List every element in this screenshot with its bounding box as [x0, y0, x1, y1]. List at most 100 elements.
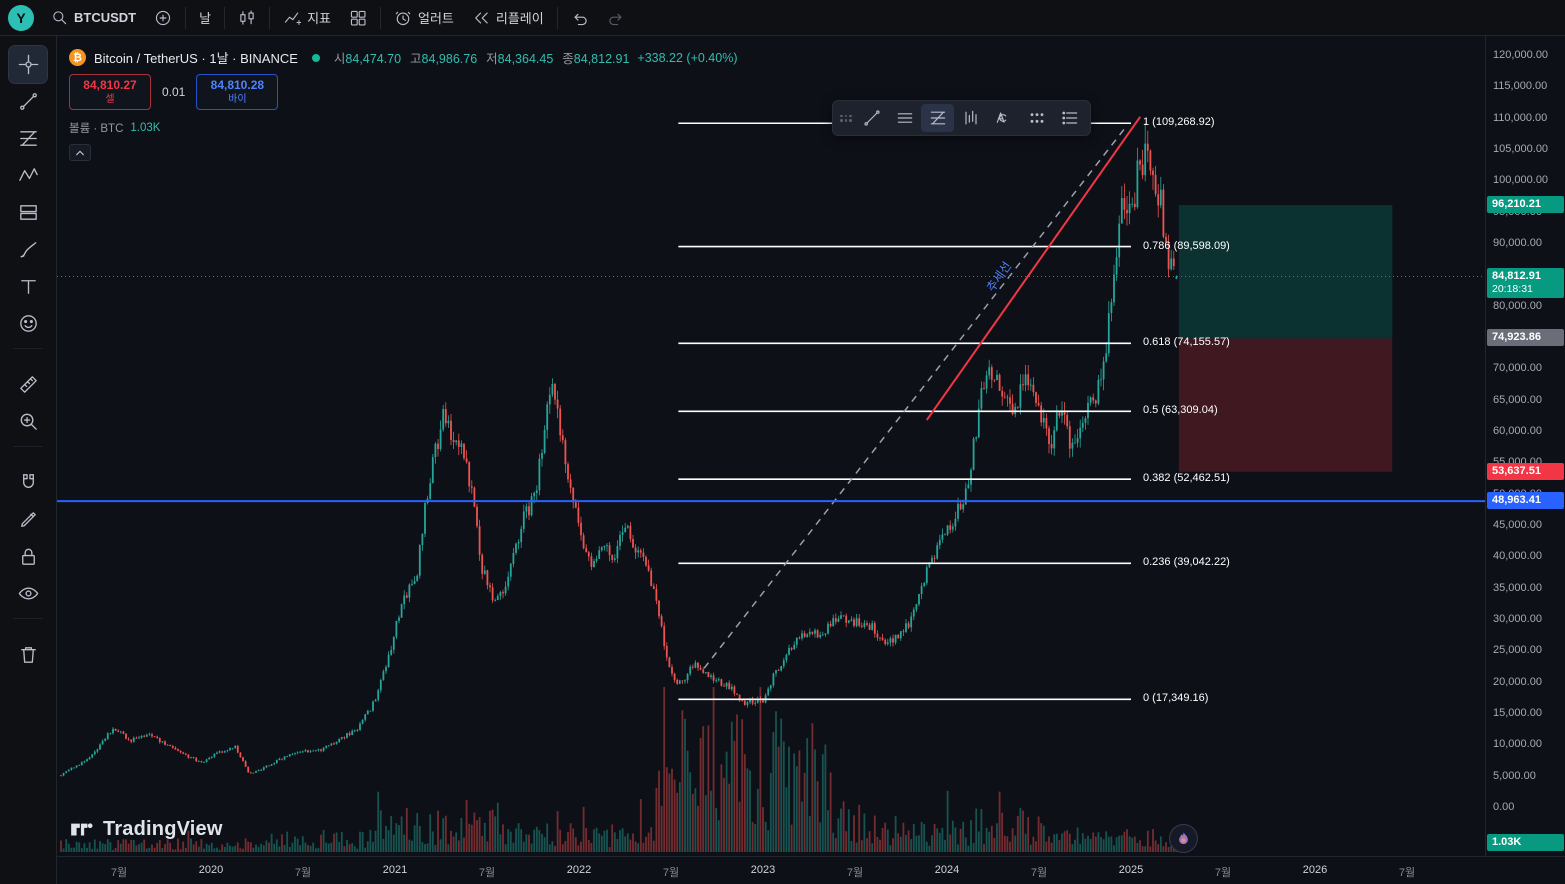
bars-pattern-icon	[961, 108, 981, 128]
candlestick-chart[interactable]	[57, 36, 1485, 856]
fib-level-label: 0.5 (63,309.04)	[1143, 404, 1218, 417]
sell-button[interactable]: 84,810.27 셀	[69, 74, 151, 110]
symbol-title[interactable]: Bitcoin / TetherUS · 1날 · BINANCE	[94, 51, 298, 66]
search-icon	[51, 9, 68, 26]
interval-button[interactable]: 날	[199, 11, 212, 26]
drawing-mode-tool[interactable]	[9, 501, 47, 538]
trend-line-option[interactable]	[855, 104, 888, 132]
open-label: 시	[333, 52, 346, 66]
time-tick-label: 7월	[478, 867, 496, 879]
text-tool[interactable]	[9, 268, 47, 305]
time-tick-label: 2026	[1302, 864, 1328, 876]
open-value: 84,474.70	[345, 52, 402, 66]
grid-layout-icon	[349, 9, 367, 27]
add-symbol-button[interactable]	[145, 4, 181, 32]
price-tick-label: 15,000.00	[1493, 707, 1542, 719]
undo-button[interactable]	[562, 4, 598, 32]
price-tick-label: 120,000.00	[1493, 49, 1549, 61]
ruler-icon	[17, 373, 40, 396]
price-axis[interactable]: 0.00 5,000.00 10,000.00 15,000.00 20,000.00 2…	[1485, 36, 1565, 884]
dots-grid-option[interactable]	[1020, 104, 1053, 132]
high-label: 고	[410, 52, 422, 66]
trend-line-tool[interactable]	[9, 83, 47, 120]
redo-button[interactable]	[598, 4, 634, 32]
buy-button[interactable]: 84,810.28 바이	[196, 74, 279, 110]
symbol-search-button[interactable]: BTCUSDT	[42, 4, 145, 32]
trade-panel: 84,810.27 셀 0.01 84,810.28 바이	[69, 74, 737, 110]
volume-label: 볼륨 · BTC	[69, 123, 124, 135]
delete-tool[interactable]	[9, 636, 47, 673]
fib-level-label: 0.236 (39,042.22)	[1143, 556, 1230, 569]
hide-tool[interactable]	[9, 575, 47, 612]
horizontal-lines-option[interactable]	[888, 104, 921, 132]
zoom-tool[interactable]	[9, 403, 47, 440]
time-tick-label: 7월	[662, 867, 680, 879]
price-tick-label: 5,000.00	[1493, 769, 1536, 782]
low-label: 저	[486, 52, 498, 66]
sidebar-separator	[13, 618, 43, 631]
brush-icon	[17, 238, 40, 261]
chart-type-button[interactable]	[229, 4, 265, 32]
fib-level-label: 0 (17,349.16)	[1143, 692, 1209, 705]
buy-price: 84,810.28	[210, 77, 265, 92]
indicators-icon	[283, 9, 302, 27]
chart-area[interactable]: 1 (109,268.92) 0.786 (89,598.09) 0.618 (74…	[57, 36, 1485, 856]
magnet-icon	[17, 471, 40, 494]
text-abc-icon	[994, 108, 1014, 128]
collapse-pane-button[interactable]	[69, 144, 91, 161]
time-tick-label: 2022	[566, 864, 592, 876]
brush-tool[interactable]	[9, 231, 47, 268]
replay-icon	[472, 9, 490, 27]
layout-button[interactable]	[340, 4, 376, 32]
crosshair-tool[interactable]	[8, 45, 48, 84]
fib-retracement-option[interactable]	[921, 104, 954, 132]
indicators-button[interactable]: 지표	[274, 4, 340, 32]
price-badge-entry: 74,923.86	[1487, 329, 1564, 347]
time-tick-label: 7월	[1030, 867, 1048, 879]
bars-pattern-option[interactable]	[954, 104, 987, 132]
bitcoin-icon: ₿	[69, 49, 86, 66]
replay-button[interactable]: 리플레이	[463, 4, 553, 32]
price-tick-label: 110,000.00	[1493, 111, 1548, 124]
emoji-tool[interactable]	[9, 305, 47, 342]
replay-label: 리플레이	[495, 11, 544, 26]
dots-grid-icon	[1027, 108, 1047, 128]
long-position-icon	[17, 201, 40, 224]
time-tick-label: 7월	[846, 867, 864, 879]
toolbar-separator	[224, 6, 226, 29]
quantity-value[interactable]: 0.01	[162, 85, 186, 99]
indicators-label: 지표	[307, 11, 331, 26]
top-toolbar: Y BTCUSDT 날 지표	[0, 0, 1565, 36]
lock-tool[interactable]	[9, 538, 47, 575]
templates-option[interactable]	[1053, 104, 1086, 132]
price-tick-label: 90,000.00	[1493, 237, 1542, 249]
user-avatar[interactable]: Y	[8, 4, 34, 31]
volume-value: 1.03K	[130, 122, 161, 134]
price-tick-label: 40,000.00	[1493, 550, 1542, 563]
prediction-tool[interactable]	[9, 194, 47, 231]
alert-button[interactable]: 얼러트	[385, 4, 463, 32]
magnet-tool[interactable]	[9, 464, 47, 501]
trend-line-icon	[17, 90, 40, 113]
fib-retracement-icon	[17, 127, 40, 150]
measure-tool[interactable]	[9, 366, 47, 403]
sidebar-separator	[13, 348, 43, 361]
drag-handle[interactable]	[840, 108, 852, 128]
bottom-right-action-button[interactable]	[1169, 824, 1198, 853]
fib-level-label: 0.382 (52,462.51)	[1143, 472, 1230, 485]
chevron-up-icon	[75, 149, 85, 157]
list-icon	[1060, 108, 1080, 128]
fib-level-label: 1 (109,268.92)	[1143, 116, 1215, 129]
price-change: +338.22 (+0.40%)	[637, 50, 738, 65]
price-tick-label: 0.00	[1493, 801, 1515, 813]
price-tick-label: 115,000.00	[1493, 80, 1548, 93]
fib-retracement-icon	[928, 108, 948, 128]
pattern-tool[interactable]	[9, 157, 47, 194]
time-tick-label: 7월	[1214, 867, 1232, 879]
fib-retracement-tool[interactable]	[9, 120, 47, 157]
time-axis[interactable]: 7월 2020 7월 2021 7월 2022 7월 2023 7월 2024 7월 2025 7월 20…	[57, 856, 1485, 884]
sidebar-separator	[13, 446, 43, 459]
lock-icon	[17, 545, 40, 568]
annotation-option[interactable]	[987, 104, 1020, 132]
price-tick-label: 100,000.00	[1493, 174, 1549, 187]
